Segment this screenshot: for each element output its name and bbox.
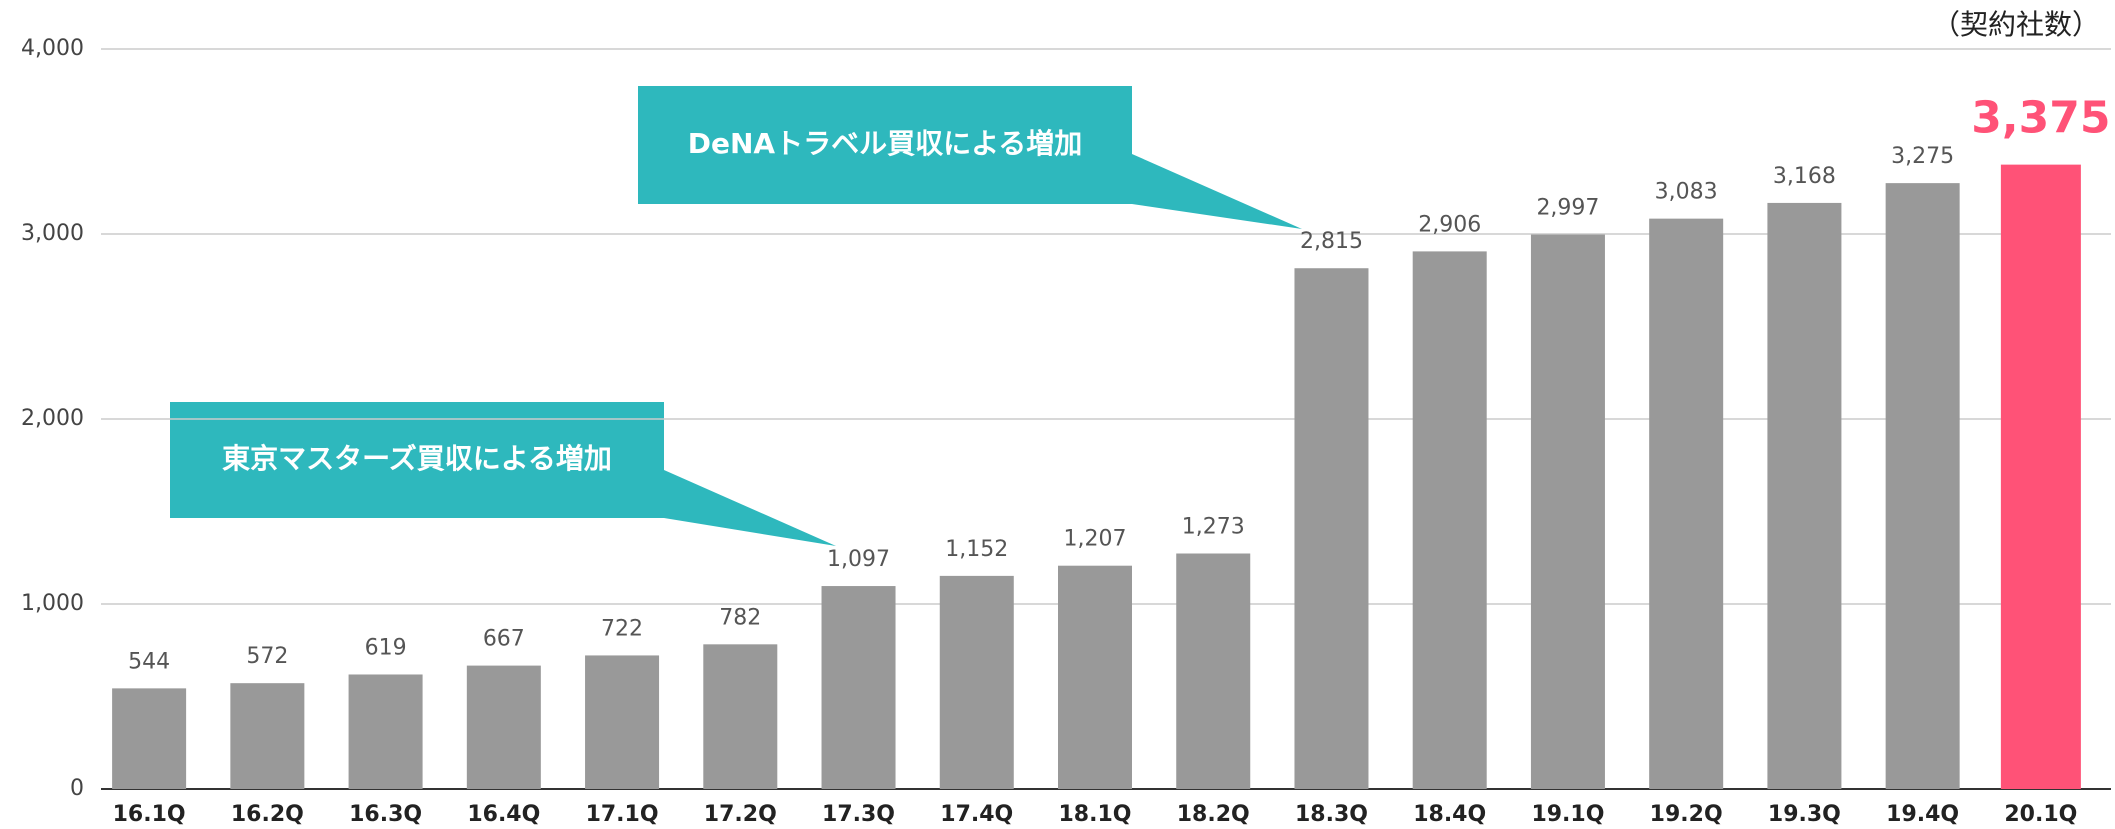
bar <box>703 644 778 789</box>
bar <box>348 674 423 789</box>
y-tick-label: 4,000 <box>21 36 84 61</box>
value-label: 667 <box>483 627 525 652</box>
x-tick-label: 17.2Q <box>704 802 777 827</box>
x-tick-label: 18.4Q <box>1413 802 1486 827</box>
bar <box>2000 164 2081 789</box>
bar <box>1767 202 1842 790</box>
bar <box>1649 218 1724 789</box>
x-tick-label: 17.1Q <box>586 802 659 827</box>
y-tick-label: 1,000 <box>21 591 84 616</box>
callout-tail <box>664 470 836 546</box>
value-label: 619 <box>365 635 407 660</box>
x-tick-label: 16.3Q <box>349 802 422 827</box>
bar <box>939 575 1014 789</box>
callout-box <box>170 402 664 518</box>
annotation: DeNAトラベル買収による増加 <box>688 127 1083 160</box>
value-label: 722 <box>601 616 643 641</box>
x-tick-label: 16.1Q <box>113 802 186 827</box>
bar <box>585 655 660 789</box>
callout-box <box>638 86 1132 204</box>
x-tick-label: 18.3Q <box>1295 802 1368 827</box>
y-tick-label: 3,000 <box>21 221 84 246</box>
callout: 東京マスターズ買収による増加 <box>170 402 836 546</box>
value-label: 3,168 <box>1773 164 1836 189</box>
value-label: 1,207 <box>1064 527 1127 552</box>
x-tick-label: 19.3Q <box>1768 802 1841 827</box>
x-tick-label: 16.4Q <box>467 802 540 827</box>
x-tick-label: 17.4Q <box>940 802 1013 827</box>
bar <box>1294 268 1369 790</box>
x-tick-label: 20.1Q <box>2004 802 2077 827</box>
callout: DeNAトラベル買収による増加 <box>638 86 1302 229</box>
value-label: 3,375 <box>1971 93 2110 144</box>
value-label: 2,815 <box>1300 229 1363 254</box>
x-tick-label: 19.1Q <box>1531 802 1604 827</box>
bar <box>466 665 541 789</box>
x-tick-label: 16.2Q <box>231 802 304 827</box>
x-tick-label: 19.2Q <box>1650 802 1723 827</box>
callout-tail <box>1132 154 1302 229</box>
y-tick-label: 2,000 <box>21 406 84 431</box>
value-label: 572 <box>246 644 288 669</box>
bar <box>112 688 187 789</box>
bar <box>230 683 305 789</box>
x-tick-label: 18.1Q <box>1059 802 1132 827</box>
value-label: 544 <box>128 649 170 674</box>
y-tick-label: 0 <box>70 776 84 801</box>
x-tick-label: 18.2Q <box>1177 802 1250 827</box>
bar <box>1176 553 1251 789</box>
value-label: 2,906 <box>1418 212 1481 237</box>
value-label: 1,097 <box>827 547 890 572</box>
annotation: 東京マスターズ買収による増加 <box>222 442 612 475</box>
value-label: 2,997 <box>1536 196 1599 221</box>
bar <box>1885 183 1960 789</box>
value-label: 1,273 <box>1182 514 1245 539</box>
value-label: 782 <box>719 605 761 630</box>
value-label: 3,083 <box>1655 180 1718 205</box>
bar <box>1530 234 1605 789</box>
bar <box>1412 251 1487 789</box>
unit-label: （契約社数） <box>1932 8 2100 41</box>
value-label: 3,275 <box>1891 144 1954 169</box>
bar <box>821 586 896 789</box>
x-tick-label: 17.3Q <box>822 802 895 827</box>
value-label: 1,152 <box>945 537 1008 562</box>
bar <box>1058 565 1132 789</box>
x-tick-label: 19.4Q <box>1886 802 1959 827</box>
